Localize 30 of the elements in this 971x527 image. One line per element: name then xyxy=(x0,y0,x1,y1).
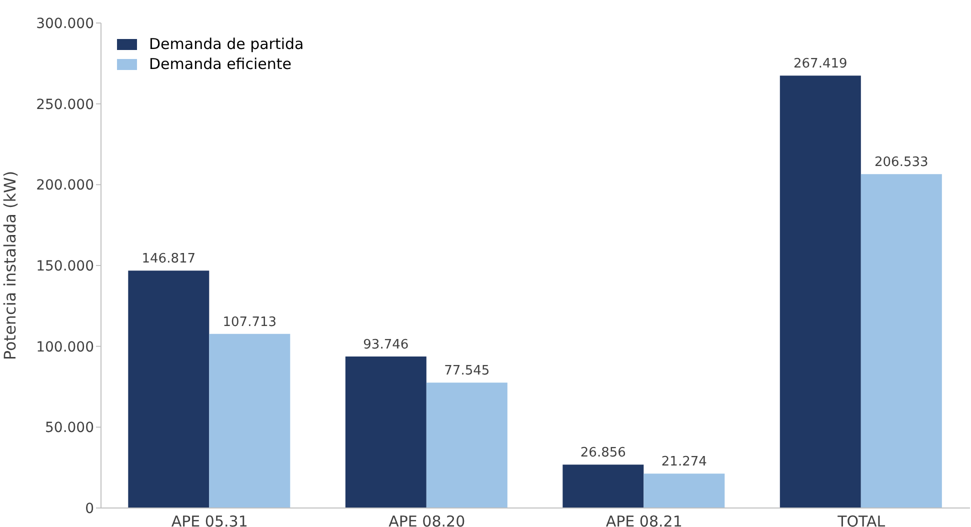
data-label: 26.856 xyxy=(580,446,626,461)
bar xyxy=(209,334,290,508)
data-label: 206.533 xyxy=(874,155,928,170)
x-tick-label: APE 08.21 xyxy=(606,512,682,527)
data-label: 146.817 xyxy=(142,252,196,267)
y-tick-label: 200.000 xyxy=(36,178,94,194)
x-tick-label: TOTAL xyxy=(836,512,886,527)
data-label: 77.545 xyxy=(444,364,490,379)
bar xyxy=(644,474,725,508)
x-tick-label: APE 05.31 xyxy=(171,512,248,527)
legend-label: Demanda de partida xyxy=(149,34,304,54)
bar xyxy=(426,382,508,508)
data-label: 267.419 xyxy=(794,56,848,72)
y-tick-label: 300.000 xyxy=(36,16,94,32)
data-label: 21.274 xyxy=(661,454,707,470)
bar xyxy=(128,270,210,508)
y-tick-label: 0 xyxy=(85,500,94,517)
x-tick-label: APE 08.20 xyxy=(388,512,466,527)
y-tick-label: 150.000 xyxy=(36,258,94,274)
data-label: 107.713 xyxy=(222,314,277,330)
y-axis-title: Potencia instalada (kW) xyxy=(0,170,20,360)
y-tick-label: 50.000 xyxy=(45,420,94,436)
legend-label: Demanda eficiente xyxy=(149,54,292,74)
bar xyxy=(345,356,426,508)
bar xyxy=(780,76,861,508)
bar xyxy=(562,464,644,508)
data-label: 93.746 xyxy=(363,337,409,352)
y-tick-label: 100.000 xyxy=(36,339,94,356)
y-tick-label: 250.000 xyxy=(36,96,94,113)
bar xyxy=(860,174,942,508)
